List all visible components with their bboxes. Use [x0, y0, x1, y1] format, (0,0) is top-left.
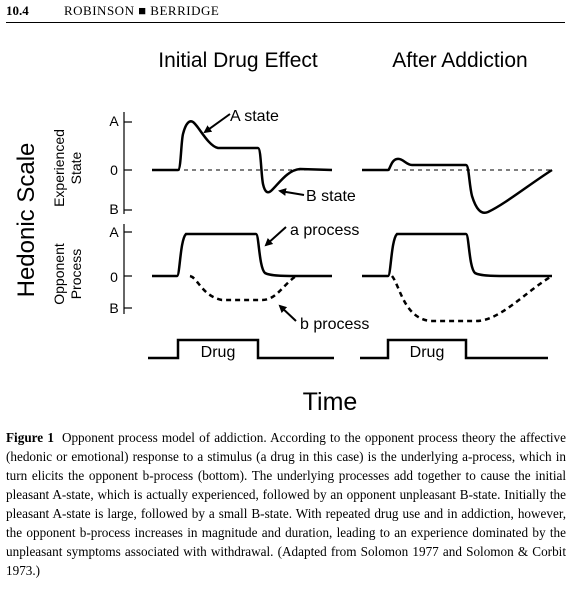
drug-label-initial: Drug [201, 344, 236, 361]
arrow-b-state [278, 188, 305, 196]
curve-experienced-initial [152, 120, 333, 194]
row-label-experienced: Experienced [51, 129, 67, 207]
x-axis-title: Time [303, 388, 358, 416]
curve-a-process-addicted [362, 232, 552, 278]
row-label-process: Process [68, 249, 84, 300]
caption-label: Figure 1 [6, 430, 54, 445]
arrow-a-state [203, 113, 231, 134]
running-header: 10.4 ROBINSON ■ BERRIDGE [6, 2, 565, 23]
drug-timeline-addicted [360, 338, 548, 360]
tick-a-bottom: A [109, 224, 119, 240]
curve-experienced-addicted [362, 157, 553, 214]
running-head-authors: ROBINSON ■ BERRIDGE [64, 3, 220, 18]
curve-b-process-initial [189, 274, 297, 302]
y-axis-title: Hedonic Scale [13, 143, 40, 298]
curve-a-process-initial [152, 232, 332, 278]
label-b-process: b process [300, 316, 369, 333]
row-label-state: State [68, 151, 84, 184]
tick-zero-top: 0 [110, 162, 118, 178]
tick-zero-bottom: 0 [110, 269, 118, 285]
label-a-state: A state [230, 108, 279, 125]
drug-label-addicted: Drug [410, 344, 445, 361]
drug-timeline-initial [148, 338, 334, 360]
panel-title-initial: Initial Drug Effect [158, 49, 318, 72]
tick-b-bottom: B [109, 300, 118, 316]
figure-1: Initial Drug Effect After Addiction Hedo… [0, 24, 571, 424]
panel-title-addiction: After Addiction [392, 49, 527, 72]
arrow-a-process [264, 226, 287, 247]
caption-text: Opponent process model of addiction. Acc… [6, 430, 566, 578]
opponent-process-diagram: Initial Drug Effect After Addiction Hedo… [13, 49, 553, 416]
label-b-state: B state [306, 188, 356, 205]
tick-b-top: B [109, 201, 118, 217]
row-label-opponent: Opponent [51, 243, 67, 305]
arrow-b-process [278, 304, 297, 322]
curve-b-process-addicted [390, 274, 553, 323]
label-a-process: a process [290, 222, 359, 239]
page-number: 10.4 [6, 3, 29, 18]
tick-a-top: A [109, 113, 119, 129]
figure-caption: Figure 1 Opponent process model of addict… [6, 428, 566, 580]
